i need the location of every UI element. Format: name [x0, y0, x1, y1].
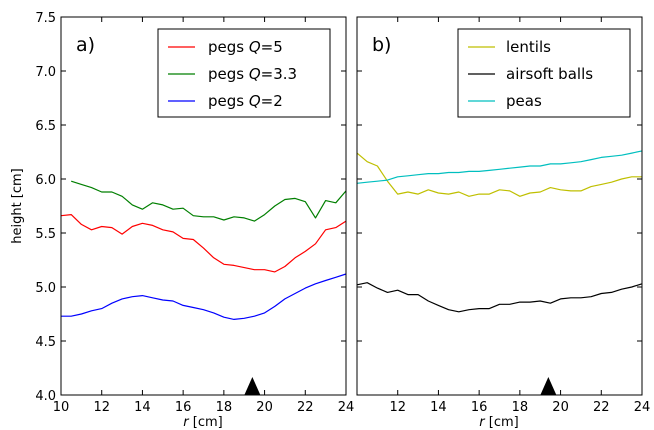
legend-label-pegs-q33-var: Q: [249, 65, 261, 83]
legend-label-peas: peas: [506, 92, 542, 110]
x-tick-label: 24: [338, 400, 355, 415]
x-tick-label: 14: [134, 400, 151, 415]
x-tick-label: 12: [389, 400, 406, 415]
x-tick-label: 20: [552, 400, 569, 415]
panel-a-y-tick-labels: 4.0 4.5 5.0 5.5 6.0 6.5 7.0 7.5: [35, 11, 56, 404]
panel-b: 12 14 16 18 20 22 24 b) r [cm] lentils airsoft…: [356, 16, 650, 430]
y-tick-label: 4.0: [35, 389, 56, 404]
panel-a-label: a): [76, 34, 95, 56]
legend-label-airsoft-balls: airsoft balls: [506, 65, 593, 83]
legend-label-pegs-q2-value: =2: [261, 92, 283, 110]
legend-label-pegs-q5-value: =5: [261, 38, 283, 56]
y-tick-label: 5.5: [35, 227, 56, 242]
legend-label-pegs-q5-var: Q: [249, 38, 261, 56]
series-line-pegs-q-2: [61, 273, 347, 320]
series-line-pegs-q-5: [60, 214, 347, 273]
x-tick-label: 18: [216, 400, 233, 415]
legend-label-pegs-q2: pegs Q=2: [208, 92, 283, 110]
panel-b-x-axis-unit: [cm]: [485, 415, 519, 430]
panel-a: 10 12 14 16 18 20 22 24 4.0 4.5 5.0 5.5 6.0 6.5 7.0 7.…: [10, 11, 354, 430]
panel-a-frame: [60, 16, 347, 396]
panel-b-series: [356, 150, 643, 313]
series-line-airsoft-balls: [356, 282, 643, 313]
x-tick-label: 12: [93, 400, 110, 415]
panel-b-ticks: [356, 16, 643, 396]
legend-label-pegs-q2-var: Q: [249, 92, 261, 110]
x-tick-label: 14: [430, 400, 447, 415]
x-tick-label: 22: [593, 400, 610, 415]
legend-label-pegs-q33-prefix: pegs: [208, 65, 249, 83]
legend-label-pegs-q33: pegs Q=3.3: [208, 65, 297, 83]
panel-a-legend-box: [157, 28, 331, 118]
panel-b-legend: lentils airsoft balls peas: [457, 28, 631, 118]
panel-a-series: [60, 180, 347, 320]
legend-label-pegs-q5: pegs Q=5: [208, 38, 283, 56]
legend-label-pegs-q5-prefix: pegs: [208, 38, 249, 56]
x-tick-label: 24: [634, 400, 651, 415]
x-tick-label: 16: [471, 400, 488, 415]
panel-a-x-axis-var: r: [183, 415, 190, 430]
y-tick-label: 6.0: [35, 173, 56, 188]
x-tick-label: 16: [175, 400, 192, 415]
x-tick-label: 22: [297, 400, 314, 415]
x-tick-label: 18: [512, 400, 529, 415]
y-tick-label: 5.0: [35, 281, 56, 296]
y-tick-label: 7.0: [35, 65, 56, 80]
panel-b-x-tick-labels: 12 14 16 18 20 22 24: [389, 400, 650, 415]
series-line-pegs-q-3-3: [71, 180, 347, 222]
x-tick-label: 10: [53, 400, 70, 415]
y-tick-label: 4.5: [35, 335, 56, 350]
y-tick-label: 7.5: [35, 11, 56, 26]
panel-b-x-axis-var: r: [479, 415, 486, 430]
panel-b-frame: [356, 16, 643, 396]
panel-a-legend: pegs Q=5 pegs Q=3.3 pegs Q=2: [157, 28, 331, 118]
panel-a-x-tick-labels: 10 12 14 16 18 20 22 24: [53, 400, 355, 415]
y-axis-label: height [cm]: [10, 168, 25, 244]
panel-b-marker-triangle: [540, 377, 557, 395]
legend-label-pegs-q2-prefix: pegs: [208, 92, 249, 110]
panel-b-label: b): [372, 34, 391, 56]
legend-label-pegs-q33-value: =3.3: [261, 65, 297, 83]
panel-a-ticks: [60, 16, 347, 396]
panel-a-x-axis-unit: [cm]: [189, 415, 223, 430]
x-tick-label: 20: [256, 400, 273, 415]
legend-label-lentils: lentils: [506, 38, 551, 56]
series-line-peas: [356, 150, 643, 184]
y-tick-label: 6.5: [35, 119, 56, 134]
series-line-lentils: [356, 152, 642, 197]
panel-b-legend-box: [457, 28, 631, 118]
panel-a-marker-triangle: [244, 377, 261, 395]
panel-b-x-axis-label: r [cm]: [479, 415, 518, 430]
panel-a-x-axis-label: r [cm]: [183, 415, 222, 430]
